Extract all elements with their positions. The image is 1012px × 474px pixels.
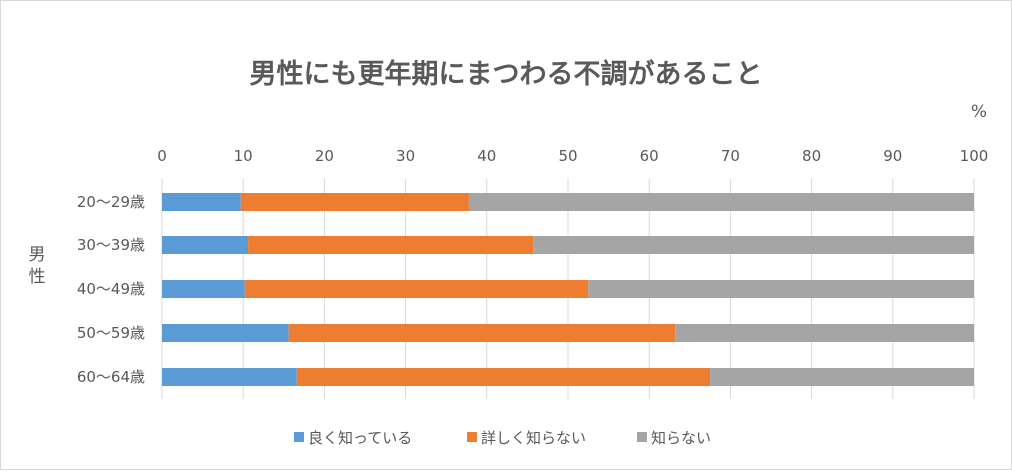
legend-swatch xyxy=(467,432,477,442)
x-tick-label: 50 xyxy=(558,147,577,165)
legend-label: 詳しく知らない xyxy=(481,429,586,447)
bar-segment xyxy=(244,280,589,298)
x-tick-label: 100 xyxy=(960,147,989,165)
x-tick-label: 60 xyxy=(640,147,659,165)
chart-title: 男性にも更年期にまつわる不調があること xyxy=(250,58,763,90)
x-tick-label: 90 xyxy=(883,147,902,165)
bar-segment xyxy=(288,324,676,342)
category-label: 50～59歳 xyxy=(77,324,145,342)
legend-label: 知らない xyxy=(651,429,711,447)
legend-label: 良く知っている xyxy=(308,429,412,447)
bar-segment xyxy=(240,193,469,211)
bar-segment xyxy=(162,324,289,342)
x-tick-label: 0 xyxy=(157,147,167,165)
category-label: 20～29歳 xyxy=(77,193,145,211)
bar-segment xyxy=(162,236,249,254)
group-label: 男性 xyxy=(29,245,46,287)
category-label: 60～64歳 xyxy=(77,368,145,386)
bars xyxy=(162,193,974,386)
bar-segment xyxy=(162,280,245,298)
x-tick-label: 80 xyxy=(802,147,821,165)
x-tick-label: 70 xyxy=(721,147,740,165)
x-tick-label: 20 xyxy=(315,147,334,165)
category-label: 30～39歳 xyxy=(77,236,145,254)
category-labels: 20～29歳 30～39歳 40～49歳 50～59歳 60～64歳 xyxy=(77,193,145,386)
x-tick-label: 10 xyxy=(234,147,253,165)
bar-segment xyxy=(296,368,711,386)
unit-label: % xyxy=(971,102,987,122)
bar-segment xyxy=(533,236,974,254)
bar-segment xyxy=(588,280,974,298)
legend-swatch xyxy=(637,432,647,442)
bar-segment xyxy=(468,193,974,211)
bar-segment xyxy=(248,236,534,254)
bar-segment xyxy=(710,368,974,386)
x-tick-label: 30 xyxy=(396,147,415,165)
x-tick-label: 40 xyxy=(477,147,496,165)
x-axis-ticks: 0 10 20 30 40 50 60 70 80 90 100 xyxy=(157,147,988,165)
bar-segment xyxy=(675,324,974,342)
legend: 良く知っている 詳しく知らない 知らない xyxy=(294,429,711,447)
legend-swatch xyxy=(294,432,304,442)
category-label: 40～49歳 xyxy=(77,280,145,298)
bar-segment xyxy=(162,193,241,211)
bar-segment xyxy=(162,368,297,386)
